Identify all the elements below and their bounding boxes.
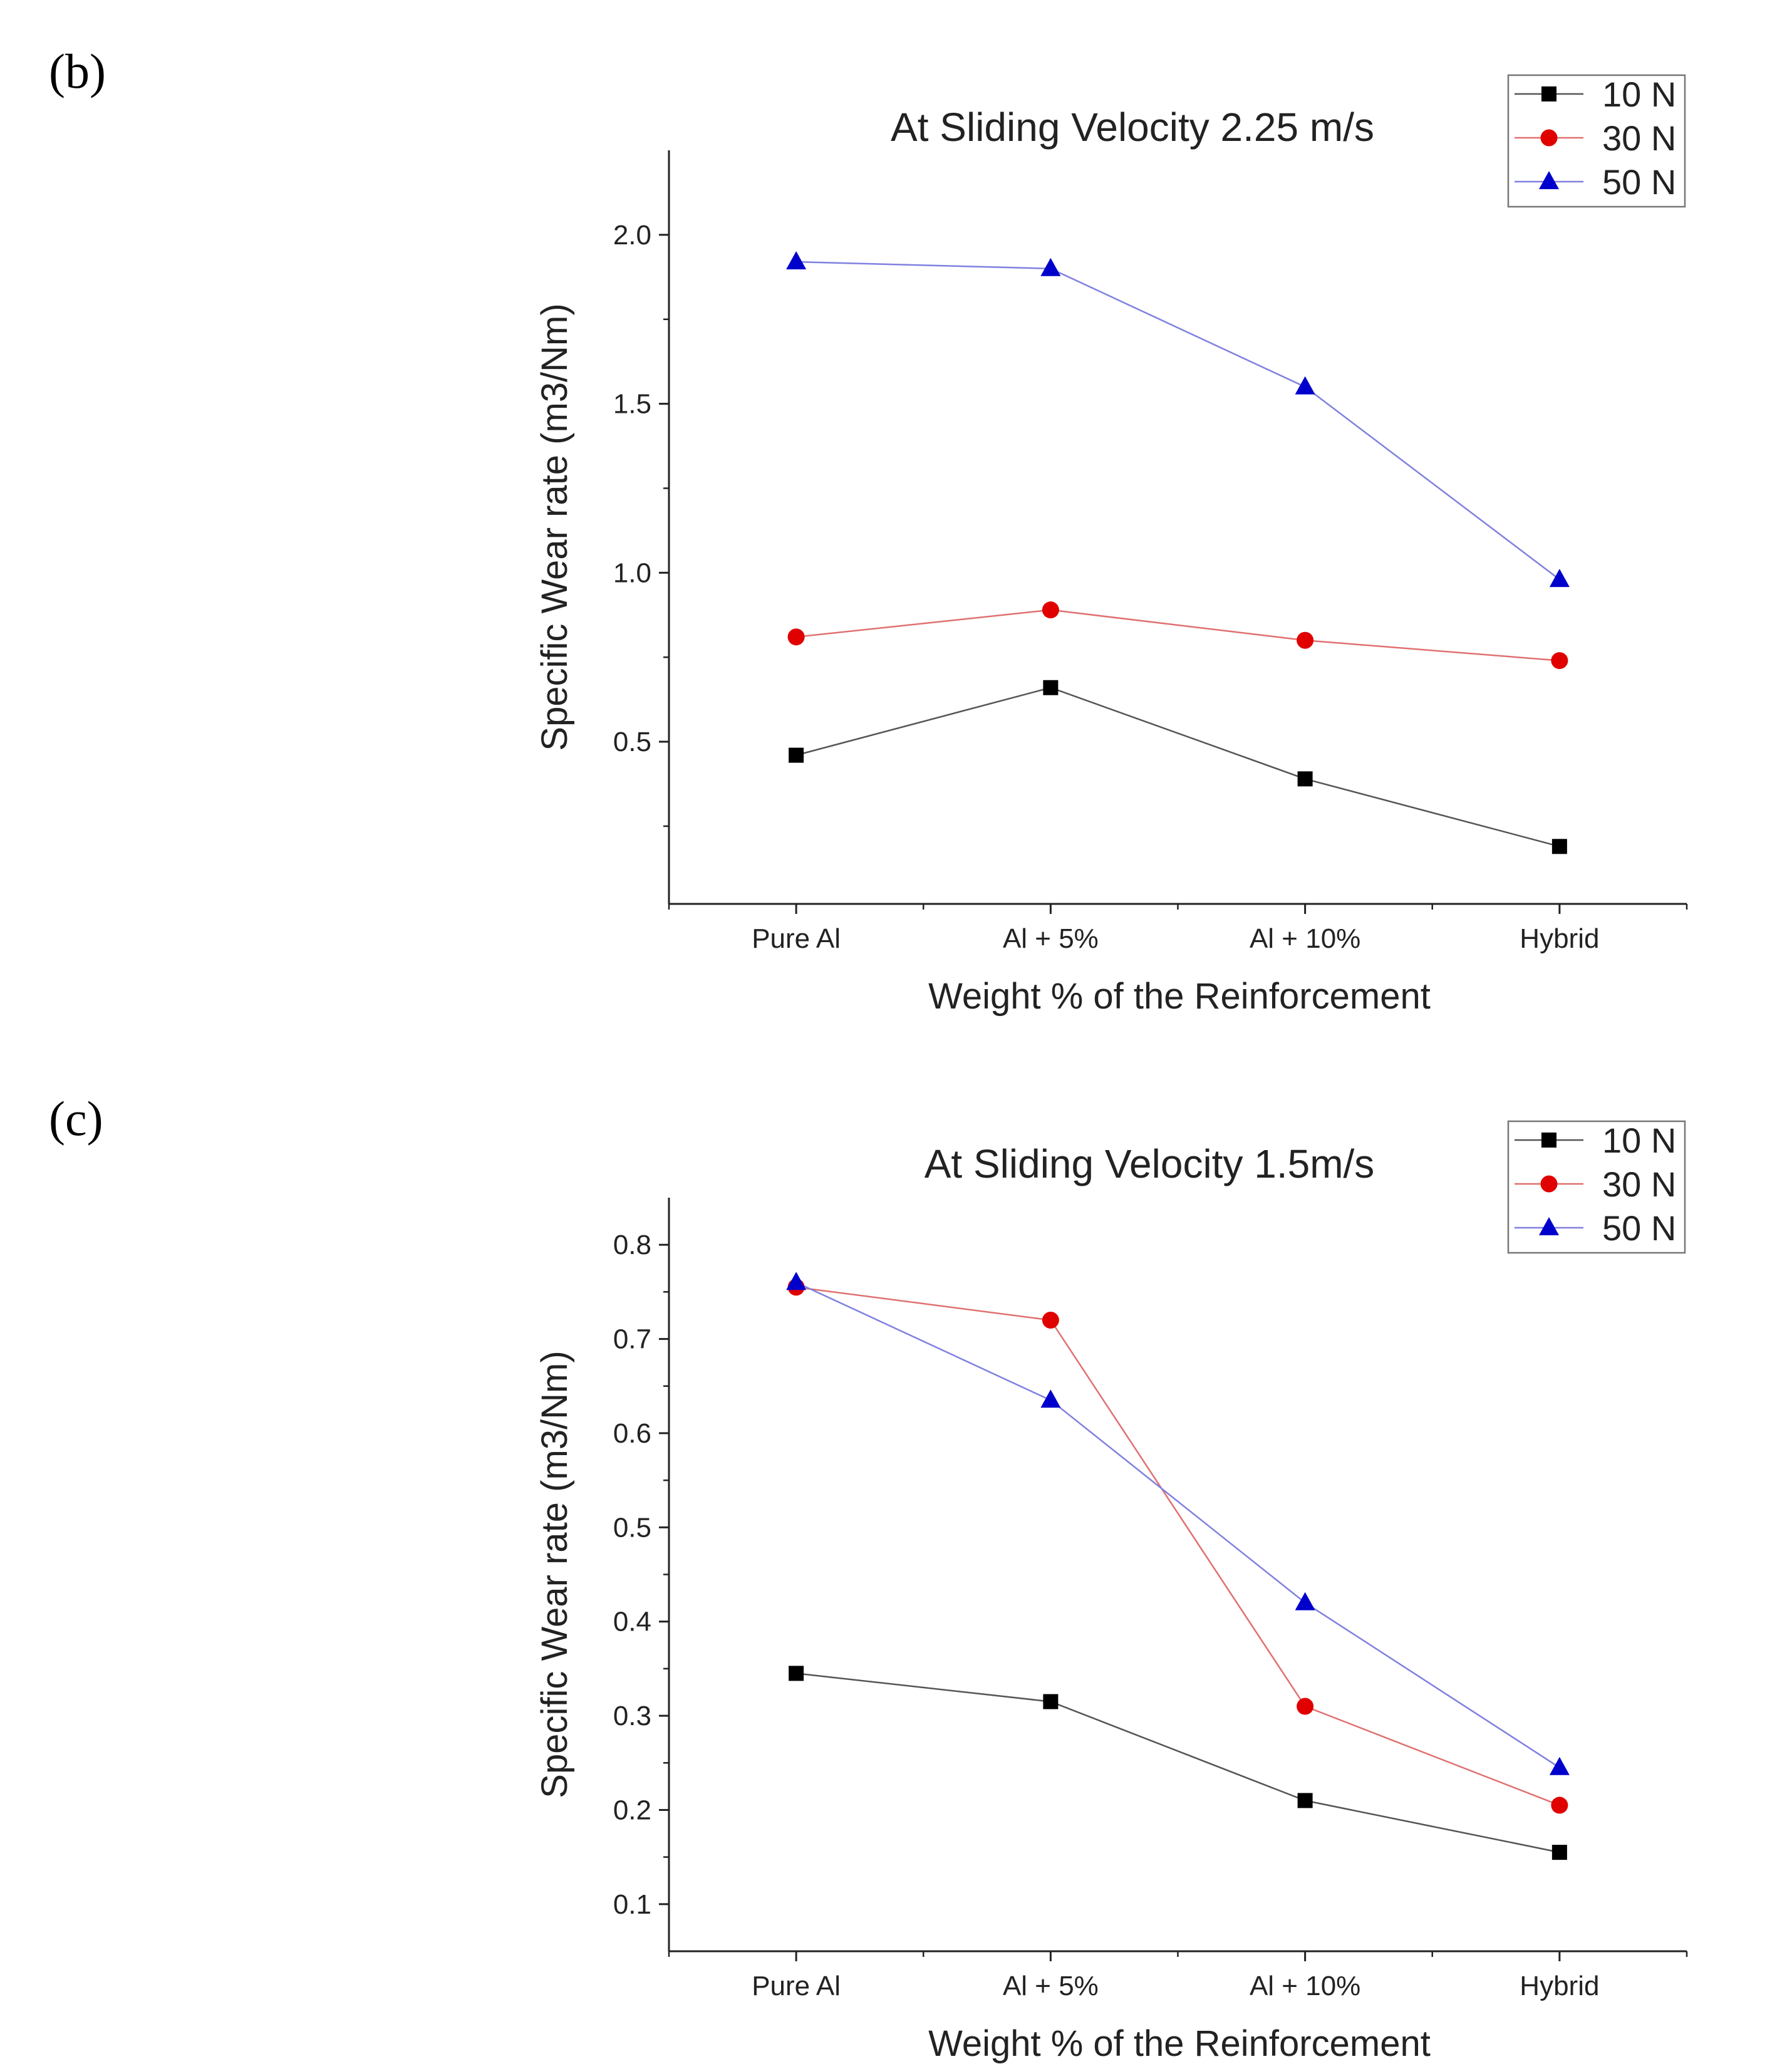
data-point-10n — [1297, 771, 1313, 787]
data-point-30n — [1297, 631, 1314, 649]
legend-label: 50 N — [1602, 162, 1676, 202]
y-tick-label: 0.6 — [613, 1418, 651, 1449]
chart-panel-b: (b) At Sliding Velocity 2.25 m/s 0.5 1.0 1.5… — [49, 44, 1688, 1017]
legend-box — [1507, 74, 1686, 208]
data-point-50n — [1040, 1389, 1061, 1408]
y-tick-label: 0.4 — [613, 1607, 651, 1637]
y-tick-label: 0.5 — [613, 727, 651, 757]
panel-label: (c) — [49, 1091, 103, 1146]
data-point-30n — [1551, 1797, 1568, 1814]
x-tick-label: Al + 5% — [1003, 923, 1099, 954]
data-point-30n — [787, 628, 805, 646]
data-point-50n — [1295, 1592, 1315, 1610]
data-point-50n — [1295, 376, 1315, 395]
data-point-30n — [1297, 1698, 1314, 1715]
series-line-50n — [796, 261, 1560, 581]
data-point-50n — [786, 251, 807, 270]
legend-marker — [1539, 1217, 1559, 1235]
data-point-10n — [1551, 839, 1567, 854]
chart-title: At Sliding Velocity 2.25 m/s — [891, 105, 1374, 150]
data-point-50n — [1549, 1756, 1570, 1775]
data-point-50n — [1040, 257, 1061, 276]
y-axis-label: Specific Wear rate (m3/Nm) — [534, 303, 575, 750]
legend-label: 30 N — [1602, 118, 1676, 158]
series-line-10n — [795, 687, 1560, 848]
legend-marker — [1540, 1175, 1558, 1193]
legend-marker — [1540, 129, 1558, 147]
legend-label: 10 N — [1602, 75, 1676, 114]
legend-marker — [1541, 1133, 1556, 1148]
legend-label: 30 N — [1602, 1164, 1676, 1204]
x-axis-label: Weight % of the Reinforcement — [928, 2023, 1431, 2064]
legend-label: 10 N — [1602, 1121, 1676, 1160]
data-point-50n — [1549, 569, 1570, 588]
y-tick-label: 0.8 — [613, 1230, 651, 1260]
y-tick-label: 2.0 — [613, 220, 651, 251]
chart-title: At Sliding Velocity 1.5m/s — [924, 1141, 1375, 1186]
data-point-10n — [789, 1666, 804, 1681]
series-line-10n — [795, 1672, 1560, 1854]
y-tick-label: 1.0 — [613, 557, 651, 588]
legend-box — [1507, 1120, 1686, 1254]
x-tick-label: Al + 10% — [1250, 1971, 1360, 2001]
x-tick-label: Hybrid — [1520, 1971, 1599, 2001]
legend-label: 50 N — [1602, 1208, 1676, 1248]
y-tick-label: 0.3 — [613, 1701, 651, 1731]
y-tick-label: 1.5 — [613, 389, 651, 420]
y-tick-label: 0.2 — [613, 1795, 651, 1825]
data-point-10n — [1043, 680, 1059, 695]
panel-label: (b) — [49, 44, 106, 98]
data-point-30n — [1042, 601, 1059, 619]
legend-marker — [1539, 171, 1559, 189]
x-axis-label: Weight % of the Reinforcement — [928, 976, 1431, 1017]
y-tick-label: 0.1 — [613, 1889, 651, 1920]
series-line-50n — [795, 1282, 1560, 1768]
data-point-10n — [1043, 1694, 1059, 1709]
x-tick-label: Al + 10% — [1250, 923, 1360, 954]
x-tick-label: Al + 5% — [1003, 1971, 1099, 2001]
chart-panel-c: (c) At Sliding Velocity 1.5m/s 0.1 0.2 0.3 0.… — [49, 1091, 1688, 2064]
data-point-10n — [1551, 1845, 1567, 1860]
data-point-10n — [1297, 1793, 1313, 1808]
data-point-30n — [1042, 1311, 1059, 1329]
y-tick-label: 0.7 — [613, 1324, 651, 1355]
series-line-30n — [795, 609, 1560, 661]
data-point-30n — [1551, 652, 1568, 670]
y-axis-label: Specific Wear rate (m3/Nm) — [534, 1351, 575, 1798]
data-point-10n — [789, 747, 804, 763]
x-tick-label: Pure Al — [752, 923, 841, 954]
x-tick-label: Hybrid — [1520, 923, 1599, 954]
x-tick-label: Pure Al — [752, 1971, 841, 2001]
series-line-30n — [795, 1286, 1560, 1807]
data-point-50n — [786, 1272, 807, 1290]
legend-marker — [1541, 86, 1556, 101]
y-tick-label: 0.5 — [613, 1512, 651, 1543]
